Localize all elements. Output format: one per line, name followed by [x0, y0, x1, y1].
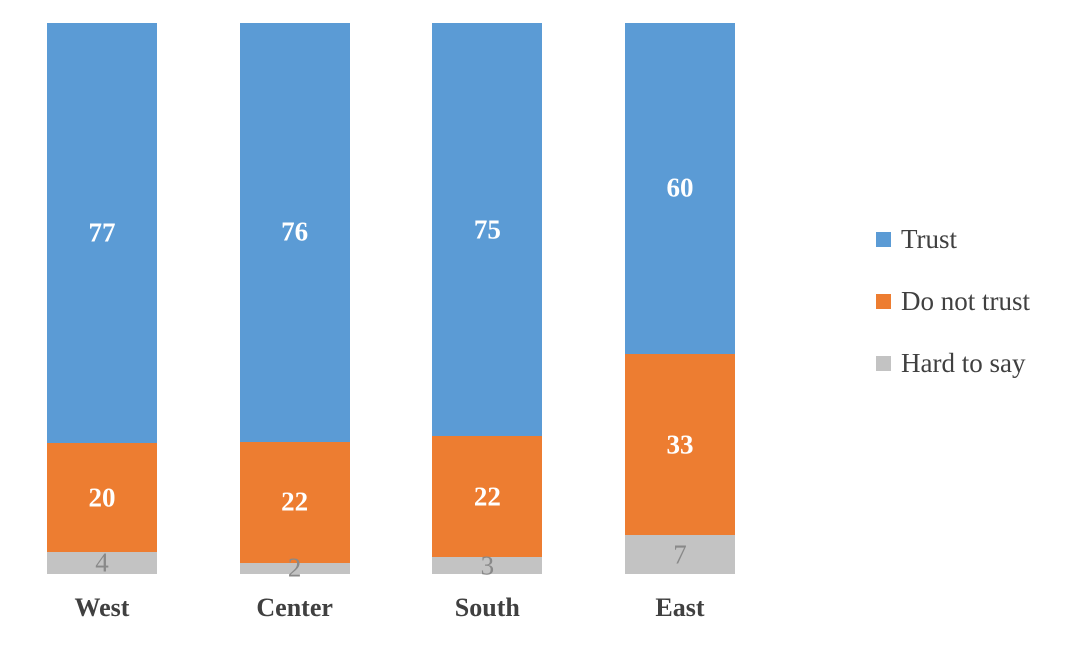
segment-do-not-trust-west: 20: [47, 443, 157, 553]
bar-stack-center: 76 22 2: [239, 23, 350, 581]
segment-do-not-trust-south: 22: [432, 436, 543, 558]
legend-swatch-icon: [876, 232, 891, 247]
legend-item-do-not-trust: Do not trust: [876, 288, 1030, 315]
segment-do-not-trust-center: 22: [239, 441, 350, 563]
bar-stack-west: 77 20 4: [47, 23, 157, 578]
segment-trust-west: 77: [47, 23, 157, 444]
legend-label-hard-to-say: Hard to say: [901, 348, 1026, 378]
data-label-hard-to-say-south: 3: [480, 550, 495, 581]
data-label-trust-east: 60: [666, 172, 694, 203]
data-label-hard-to-say-east: 7: [673, 539, 687, 570]
data-label-do-not-trust-south: 22: [473, 481, 501, 512]
segment-trust-south: 75: [432, 23, 543, 437]
data-label-do-not-trust-center: 22: [281, 486, 309, 517]
segment-trust-east: 60: [624, 23, 735, 354]
category-label-west: West: [74, 593, 130, 622]
data-label-hard-to-say-center: 2: [287, 552, 302, 583]
segment-hard-to-say-west: 4: [47, 547, 157, 578]
legend-swatch-icon: [876, 356, 891, 371]
bar-column-west: 77 20 4 West: [47, 23, 157, 623]
legend: Trust Do not trust Hard to say: [876, 226, 1030, 377]
data-label-do-not-trust-east: 33: [666, 429, 694, 459]
bar-stack-east: 60 33 7: [624, 23, 735, 574]
category-label-east: East: [655, 593, 705, 622]
segment-hard-to-say-center: 2: [239, 554, 350, 581]
plot-area: 77 20 4 West 76 22 2 Center 75 22 3 South 60 33 7 East: [47, 23, 735, 623]
data-label-trust-south: 75: [473, 214, 501, 245]
segment-trust-center: 76: [239, 23, 350, 442]
bar-column-center: 76 22 2 Center: [239, 23, 350, 623]
bar-column-east: 60 33 7 East: [624, 23, 735, 623]
data-label-trust-center: 76: [281, 216, 309, 247]
bar-column-south: 75 22 3 South: [432, 23, 543, 623]
category-label-south: South: [454, 593, 520, 622]
segment-hard-to-say-east: 7: [624, 535, 735, 574]
segment-hard-to-say-south: 3: [432, 552, 543, 579]
data-label-do-not-trust-west: 20: [88, 482, 116, 513]
bar-stack-south: 75 22 3: [432, 23, 543, 579]
category-label-center: Center: [256, 593, 333, 622]
legend-label-trust: Trust: [901, 224, 958, 254]
data-label-trust-west: 77: [88, 217, 116, 248]
legend-item-trust: Trust: [876, 226, 1030, 253]
legend-item-hard-to-say: Hard to say: [876, 350, 1030, 377]
data-label-hard-to-say-west: 4: [95, 547, 109, 578]
segment-do-not-trust-east: 33: [624, 353, 735, 536]
legend-label-do-not-trust: Do not trust: [901, 286, 1031, 316]
legend-swatch-icon: [876, 294, 891, 309]
